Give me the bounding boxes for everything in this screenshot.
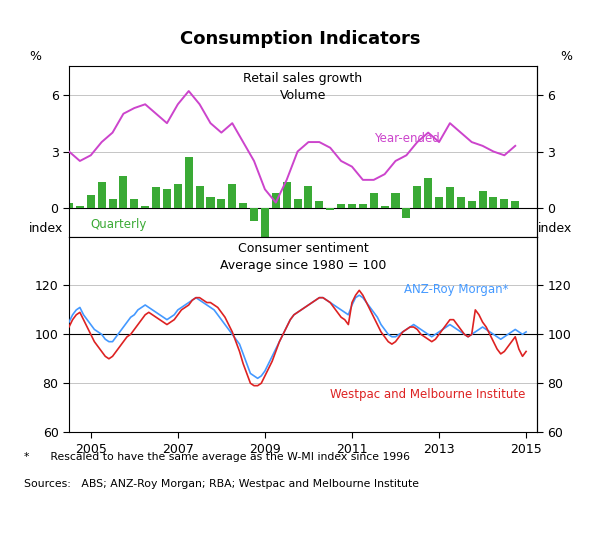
Bar xyxy=(141,206,149,208)
Bar xyxy=(490,197,497,208)
Text: *      Rescaled to have the same average as the W-MI index since 1996: * Rescaled to have the same average as t… xyxy=(24,452,410,461)
Bar xyxy=(403,208,410,218)
Bar xyxy=(217,199,226,208)
Bar xyxy=(261,208,269,237)
Text: Consumption Indicators: Consumption Indicators xyxy=(180,30,420,48)
Bar xyxy=(424,178,432,208)
Bar xyxy=(196,186,203,208)
Bar xyxy=(163,189,171,208)
Bar xyxy=(283,182,291,208)
Text: Quarterly: Quarterly xyxy=(91,218,147,231)
Bar xyxy=(87,195,95,208)
Bar xyxy=(337,204,345,208)
Text: %: % xyxy=(29,50,41,63)
Text: Consumer sentiment
Average since 1980 = 100: Consumer sentiment Average since 1980 = … xyxy=(220,243,386,273)
Bar xyxy=(446,187,454,208)
Text: ANZ-Roy Morgan*: ANZ-Roy Morgan* xyxy=(404,283,509,296)
Bar xyxy=(380,206,389,208)
Bar xyxy=(293,199,302,208)
Bar xyxy=(315,201,323,208)
Bar xyxy=(130,199,139,208)
Text: Year-ended: Year-ended xyxy=(374,132,439,145)
Bar xyxy=(76,206,84,208)
Bar xyxy=(359,204,367,208)
Bar xyxy=(413,186,421,208)
Bar xyxy=(206,197,215,208)
Bar xyxy=(109,199,116,208)
Text: index: index xyxy=(538,222,572,234)
Bar xyxy=(250,208,258,222)
Bar xyxy=(239,203,247,208)
Bar xyxy=(119,176,127,208)
Text: Retail sales growth
Volume: Retail sales growth Volume xyxy=(244,71,362,101)
Bar xyxy=(174,183,182,208)
Bar xyxy=(391,193,400,208)
Bar xyxy=(65,203,73,208)
Bar xyxy=(185,157,193,208)
Bar xyxy=(152,187,160,208)
Bar xyxy=(457,197,465,208)
Bar xyxy=(511,201,519,208)
Bar xyxy=(348,204,356,208)
Text: Sources:   ABS; ANZ-Roy Morgan; RBA; Westpac and Melbourne Institute: Sources: ABS; ANZ-Roy Morgan; RBA; Westp… xyxy=(24,479,419,489)
Bar xyxy=(326,208,334,210)
Bar xyxy=(479,191,487,208)
Bar xyxy=(304,186,313,208)
Text: %: % xyxy=(560,50,572,63)
Bar xyxy=(98,182,106,208)
Bar xyxy=(370,193,378,208)
Bar xyxy=(467,201,476,208)
Bar xyxy=(228,183,236,208)
Bar xyxy=(435,197,443,208)
Bar xyxy=(500,199,508,208)
Text: Westpac and Melbourne Institute: Westpac and Melbourne Institute xyxy=(330,388,526,401)
Bar xyxy=(272,193,280,208)
Text: index: index xyxy=(29,222,64,234)
